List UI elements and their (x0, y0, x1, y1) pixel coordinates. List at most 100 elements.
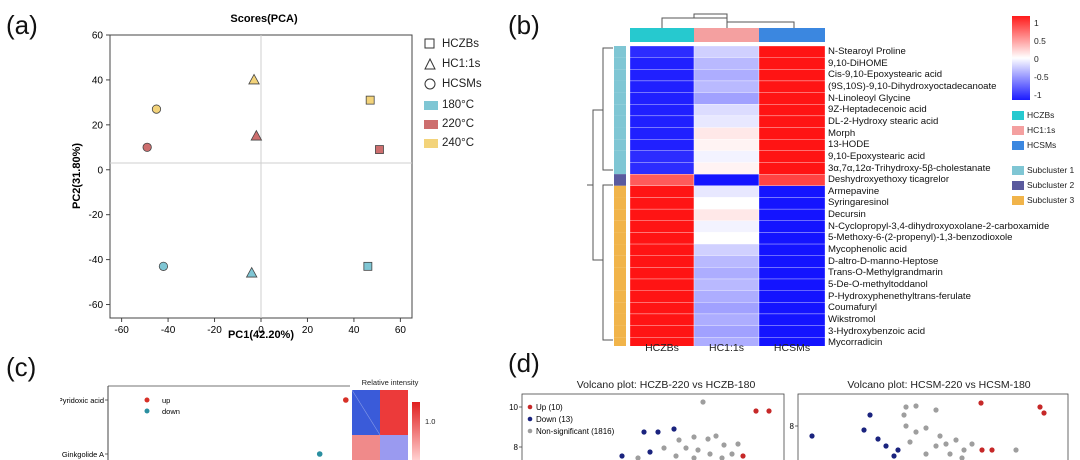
heatmap-cell (758, 162, 826, 175)
heatmap-row-label: 3α,7α,12α-Trihydroxy-5β-cholestanate (828, 162, 991, 174)
row-cluster-swatch (614, 104, 626, 116)
color-swatch (1012, 165, 1024, 175)
heatmap-cell (693, 302, 760, 315)
pca-point-square (363, 261, 373, 271)
heatmap-cell (758, 325, 826, 338)
pca-y-tick-label: 20 (92, 120, 104, 131)
row-cluster-swatch (614, 57, 626, 70)
heatmap-row-label: Trans-O-Methylgrandmarin (828, 267, 943, 279)
heatmap-cell (693, 57, 760, 70)
volcano-plot-hcsm: 8 (790, 393, 1069, 460)
dotplot-row-label: 4-Pyridoxic acid (60, 396, 104, 405)
pca-point-triangle (250, 129, 263, 141)
colorbar-tick: 1 (1034, 18, 1039, 28)
pca-x-tick-label: -60 (114, 325, 129, 336)
volcano-point (713, 433, 719, 439)
volcano-point (933, 407, 939, 413)
volcano-point (705, 436, 711, 442)
heatmap-cell (629, 139, 695, 151)
pca-y-ticks: 60 40 20 0 -20 -40 -60 (89, 31, 110, 311)
volcano2-title: Volcano plot: HCSM-220 vs HCSM-180 (847, 379, 1031, 391)
volcano-point (735, 441, 741, 447)
pca-x-tick-label: -40 (161, 325, 176, 336)
heatmap-cell (629, 232, 695, 245)
volcano2-frame (797, 393, 1069, 460)
heatmap-cell (629, 127, 695, 140)
heatmap-legend-item: Subcluster 2 (1012, 180, 1074, 190)
pca-point-triangle (248, 73, 260, 85)
volcano-point (959, 455, 965, 460)
volcano-point (867, 412, 873, 418)
volcano-point (923, 451, 929, 457)
row-cluster-swatch (614, 244, 626, 256)
pca-legend-label: HCSMs (442, 78, 482, 90)
heatmap-cell (758, 208, 826, 221)
heatmap-col-label: HCZBs (645, 342, 679, 354)
heatmap-cell (629, 57, 695, 70)
pca-legend-item-hc11s: HC1:1s (424, 58, 480, 70)
volcano-point (695, 447, 701, 453)
volcano-point (1041, 410, 1047, 416)
heatmap-column-labels: HCZBs HC1:1s HCSMs (612, 342, 827, 358)
volcano-point (907, 439, 913, 445)
panel-label-b: (b) (508, 10, 540, 40)
heatmap-cell (629, 220, 695, 233)
pca-x-label: PC1(42.20%) (228, 329, 294, 341)
color-swatch-220 (424, 119, 438, 129)
heatmap-row-label: 13-HODE (828, 139, 870, 151)
colorbar-tick: -0.5 (1034, 72, 1049, 82)
heatmap-cell (629, 313, 695, 326)
heatmap-col-label: HC1:1s (708, 342, 744, 354)
pca-legend-item-180: 180°C (424, 99, 474, 111)
heatmap-cell (693, 92, 760, 105)
heatmap-legend-label: Subcluster 3 (1027, 195, 1075, 205)
heatmap-row-label: N-Stearoyl Proline (828, 46, 906, 57)
pca-x-tick-label: 40 (348, 325, 360, 336)
heatmap-cell (629, 185, 695, 198)
volcano-point (673, 453, 679, 459)
heatmap-cell (693, 232, 760, 245)
heatmap-row-labels: N-Stearoyl Proline 9,10-DiHOME Cis-9,10-Ep… (828, 46, 1073, 348)
pca-x-tick-label: 60 (395, 325, 407, 336)
column-group-swatch (630, 28, 694, 42)
heatmap-cell (758, 173, 826, 186)
heatmap-row-label: Cis-9,10-Epoxystearic acid (828, 69, 943, 81)
volcano-point (979, 447, 985, 453)
pca-score-plot: Scores(PCA) -60 -40 -20 0 20 40 60 6040200-20-… (71, 13, 413, 341)
volcano1-title: Volcano plot: HCZB-220 vs HCZB-180 (576, 379, 756, 391)
heatmap-cell (758, 278, 826, 291)
volcano-point (635, 455, 641, 460)
heatmap-legend-label: HCSMs (1027, 140, 1057, 150)
row-cluster-swatch (614, 313, 626, 326)
column-dendrogram-branch (661, 17, 727, 29)
row-cluster-swatch (614, 197, 626, 210)
heatmap-legend-item: HCSMs (1012, 140, 1056, 150)
heatmap-cell (758, 313, 826, 326)
heatmap-legend-item: HC1:1s (1012, 125, 1055, 135)
heatmap-cell (693, 220, 760, 233)
heatmap-cell (693, 115, 760, 128)
color-swatch-240 (424, 138, 438, 148)
volcano-point (861, 427, 867, 433)
row-cluster-bar (614, 46, 626, 346)
pca-point-square (375, 145, 384, 154)
column-group-bar (630, 28, 825, 42)
heatmap-cell (758, 92, 826, 105)
heatmap-cell (693, 45, 760, 58)
volcano-point (913, 429, 919, 435)
volcano1-legend: Up (10) Down (13) Non-significant (1816) (527, 403, 615, 436)
pca-points (142, 73, 384, 278)
pca-point-circle (158, 261, 169, 271)
volcano-point (903, 423, 909, 429)
row-cluster-swatch (614, 46, 626, 58)
heatmap-row-label: 9,10-Epoxystearic acid (828, 150, 926, 162)
column-group-swatch (694, 28, 759, 42)
heatmap-cell (629, 69, 695, 82)
volcano-point (913, 403, 919, 409)
heatmap-cell (629, 45, 695, 58)
heatmap-cell (693, 325, 760, 338)
pca-title: Scores(PCA) (230, 13, 298, 25)
heatmap-cell (758, 267, 826, 280)
heatmap-cell (629, 325, 695, 338)
nonsig-dot-icon (527, 428, 533, 434)
